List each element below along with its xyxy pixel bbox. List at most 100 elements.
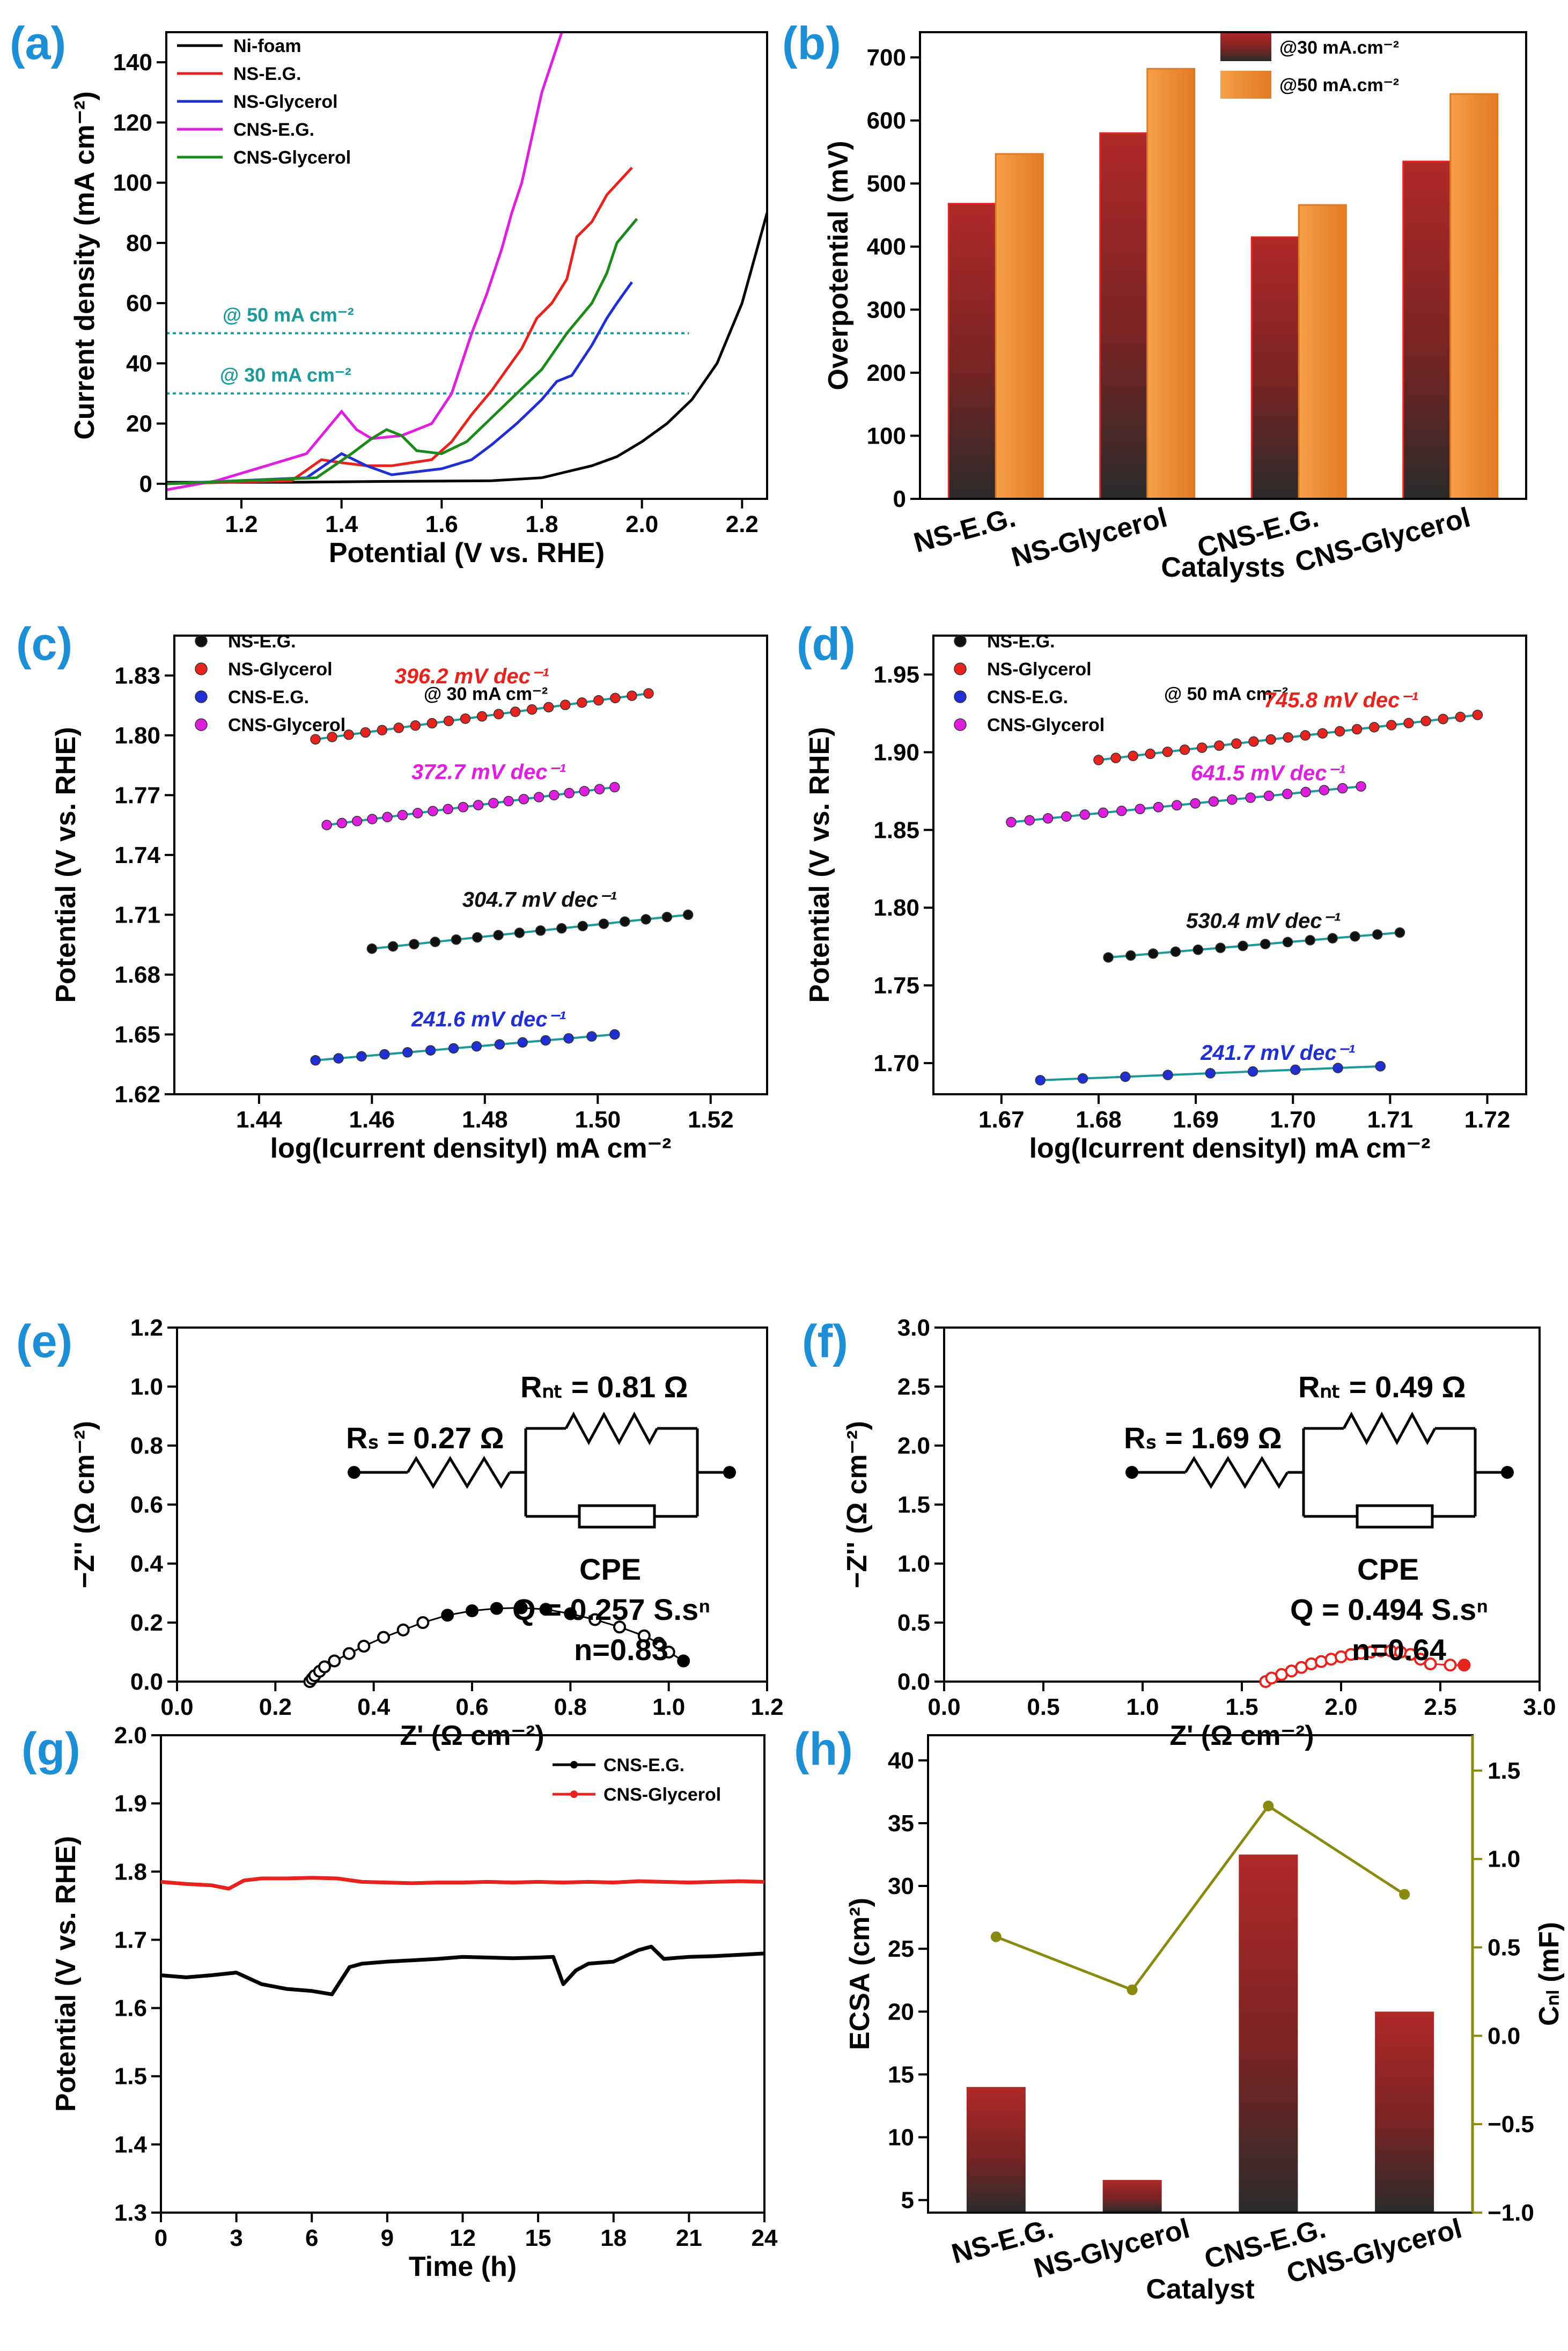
y-tick-label: 1.65 xyxy=(114,1021,160,1048)
y-axis-label: Potential (V vs. RHE) xyxy=(804,727,835,1003)
data-point xyxy=(503,795,514,807)
nyquist-point xyxy=(328,1654,341,1668)
y-tick-label: 5 xyxy=(901,2187,914,2214)
bar-NS-E.G. xyxy=(966,2087,1026,2213)
data-point xyxy=(471,1041,482,1052)
data-point xyxy=(473,800,484,810)
circuit-terminal xyxy=(723,1466,736,1479)
bar-NS-Glycerol xyxy=(1102,2180,1162,2213)
data-point xyxy=(494,1039,505,1050)
y-axis-label: ECSA (cm²) xyxy=(844,1898,875,2050)
data-point xyxy=(643,688,654,699)
data-point xyxy=(518,794,529,805)
panel-b-frame xyxy=(919,31,1527,500)
data-point xyxy=(493,930,504,941)
x-tick-label: 1.0 xyxy=(1126,1694,1159,1720)
nyquist-point xyxy=(441,1609,454,1622)
bar-NS-E.G.-30 xyxy=(947,203,997,500)
n-label: n=0.64 xyxy=(1352,1633,1446,1667)
data-point xyxy=(425,1045,436,1056)
data-point xyxy=(609,1029,620,1040)
nyquist-point xyxy=(539,1603,553,1616)
bar-CNS-Glycerol-30 xyxy=(1402,160,1452,500)
x-tick-label: 1.50 xyxy=(575,1107,621,1133)
data-point xyxy=(1093,755,1104,765)
legend-marker xyxy=(954,718,967,731)
x-tick-label: 9 xyxy=(381,2225,394,2251)
y-tick-label: 100 xyxy=(113,170,152,196)
y-tick-label: 600 xyxy=(867,108,906,134)
resistor-rs xyxy=(406,1456,511,1489)
data-point xyxy=(402,1047,413,1058)
data-point xyxy=(377,725,388,735)
data-point xyxy=(564,787,575,799)
data-point xyxy=(460,713,471,724)
nyquist-point xyxy=(377,1631,390,1644)
y-tick-label: 1.80 xyxy=(114,723,160,749)
data-point xyxy=(1116,805,1127,816)
y-tick-label: 15 xyxy=(888,2061,914,2088)
data-point xyxy=(1162,746,1173,757)
cdl-point xyxy=(1399,1889,1410,1900)
panel-letter-d: (d) xyxy=(797,618,856,670)
x-tick-label: 2.0 xyxy=(625,511,658,537)
legend-label: CNS-E.G. xyxy=(228,687,309,707)
data-point xyxy=(549,790,560,801)
n-label: n=0.83 xyxy=(574,1633,668,1667)
data-point xyxy=(1333,1063,1343,1073)
legend-label: CNS-Glycerol xyxy=(228,715,345,735)
y-tick-label: 500 xyxy=(867,171,906,197)
data-point xyxy=(1172,800,1182,810)
x-tick-label: 24 xyxy=(752,2225,778,2251)
nyquist-point xyxy=(637,1629,651,1642)
data-point xyxy=(493,709,504,720)
x-tick-label: 1.2 xyxy=(750,1694,783,1720)
slope-label: 372.7 mV dec⁻¹ xyxy=(411,761,566,784)
panel-letter-g: (g) xyxy=(21,1723,80,1775)
data-point xyxy=(1208,796,1219,807)
legend-marker xyxy=(570,1761,578,1768)
y-tick-label: 700 xyxy=(867,45,906,71)
y-tick-label: 120 xyxy=(113,109,152,136)
category-label: NS-E.G. xyxy=(910,502,1019,559)
x-tick-label: 1.71 xyxy=(1367,1107,1414,1133)
nyquist-point xyxy=(490,1602,503,1615)
legend-marker xyxy=(570,1790,578,1798)
bar-NS-Glycerol-30 xyxy=(1099,132,1149,500)
data-point xyxy=(430,937,440,947)
cdl-line xyxy=(995,1804,1405,1992)
x-tick-label: 1.8 xyxy=(525,511,558,537)
y-tick-label: 40 xyxy=(126,350,152,377)
cpe-element xyxy=(578,1504,656,1529)
data-point xyxy=(1035,1075,1046,1086)
data-point xyxy=(1305,935,1316,946)
y-axis-label: Potential (V vs. RHE) xyxy=(50,1836,82,2112)
legend-label: NS-E.G. xyxy=(233,64,301,84)
data-point xyxy=(533,792,544,802)
data-point xyxy=(1351,724,1363,735)
nyquist-point xyxy=(1414,1653,1427,1666)
data-point xyxy=(1170,946,1181,957)
x-tick-label: 0 xyxy=(154,2225,167,2251)
data-point xyxy=(1290,1064,1301,1075)
x-tick-label: 1.48 xyxy=(462,1107,508,1133)
x-tick-label: 1.44 xyxy=(236,1107,282,1133)
panel-a-frame xyxy=(165,31,768,500)
x-tick-label: 0.0 xyxy=(160,1694,193,1720)
data-point xyxy=(609,782,620,793)
slope-label: 745.8 mV dec⁻¹ xyxy=(1264,688,1418,712)
panel-c-frame xyxy=(173,635,768,1095)
data-point xyxy=(1153,801,1164,813)
legend-label: CNS-E.G. xyxy=(987,687,1068,707)
bar-CNS-E.G. xyxy=(1239,1854,1298,2213)
data-point xyxy=(563,1033,574,1044)
y-tick-label: 100 xyxy=(867,423,906,449)
x-tick-label: 12 xyxy=(450,2225,476,2251)
legend-marker xyxy=(954,635,967,647)
data-point xyxy=(1300,786,1311,798)
y-axis-label: Overpotential (mV) xyxy=(823,141,854,390)
data-point xyxy=(310,1055,321,1066)
y-tick-label: 300 xyxy=(867,297,906,323)
data-point xyxy=(1061,811,1072,822)
nyquist-point xyxy=(357,1640,371,1653)
